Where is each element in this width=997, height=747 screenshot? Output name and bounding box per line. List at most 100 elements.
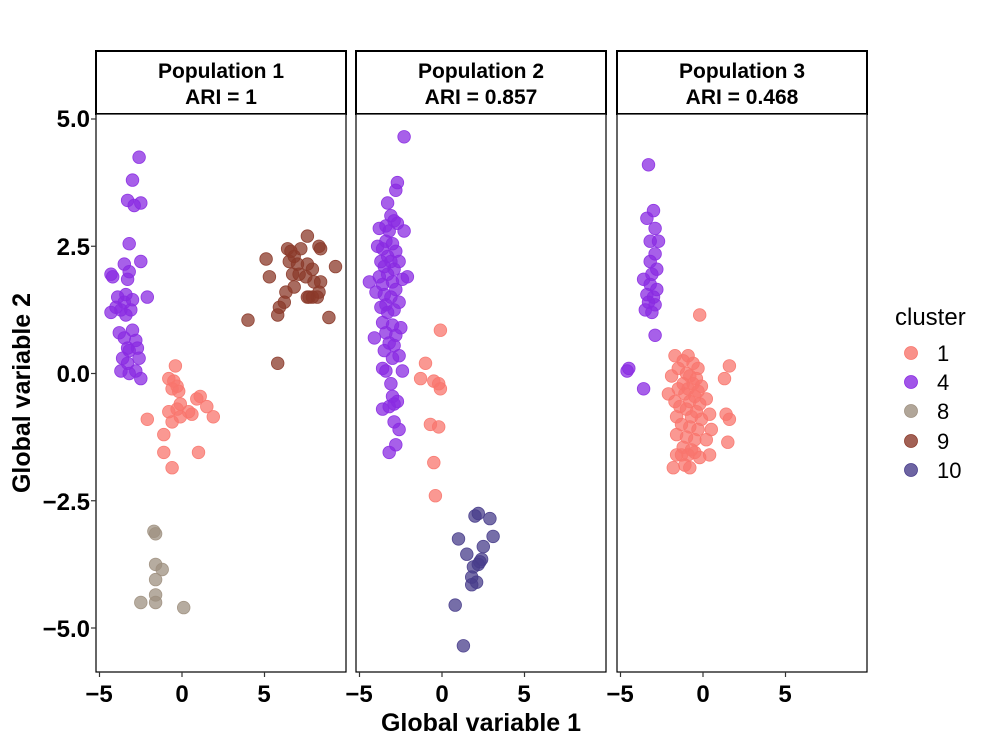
data-point-cluster-4 xyxy=(646,203,661,218)
data-point-cluster-1 xyxy=(171,384,186,399)
legend-label: 1 xyxy=(937,341,949,366)
legend-key-8 xyxy=(904,404,918,418)
data-point-cluster-1 xyxy=(683,461,697,475)
data-point-cluster-4 xyxy=(382,399,396,414)
data-point-cluster-4 xyxy=(382,445,396,460)
data-point-cluster-4 xyxy=(377,343,392,358)
data-point-cluster-1 xyxy=(722,359,737,373)
data-point-cluster-1 xyxy=(433,323,448,337)
legend-label: 10 xyxy=(937,458,961,483)
data-point-cluster-4 xyxy=(648,328,662,343)
data-point-cluster-4 xyxy=(369,285,383,299)
data-point-cluster-4 xyxy=(134,371,148,386)
data-point-cluster-1 xyxy=(666,461,681,475)
legend: cluster 1 4 8 9 10 xyxy=(895,304,966,483)
data-point-cluster-8 xyxy=(148,572,163,587)
data-point-cluster-4 xyxy=(397,130,411,144)
data-point-cluster-1 xyxy=(664,369,679,383)
data-point-cluster-4 xyxy=(104,305,118,320)
y-axis-title: Global variable 2 xyxy=(8,293,36,493)
data-point-cluster-4 xyxy=(362,275,377,289)
data-point-cluster-9 xyxy=(300,229,315,243)
legend-label: 8 xyxy=(937,399,949,424)
facet-panel: Population 2 ARI = 0.857 xyxy=(355,50,607,677)
data-point-cluster-4 xyxy=(651,234,666,248)
facet-title: Population 2 xyxy=(418,60,544,83)
data-point-cluster-1 xyxy=(168,359,183,373)
data-point-cluster-10 xyxy=(473,555,487,569)
data-point-cluster-1 xyxy=(433,382,448,396)
data-point-cluster-1 xyxy=(190,392,204,406)
data-point-cluster-8 xyxy=(134,595,148,610)
legend-key-1 xyxy=(904,346,918,360)
data-point-cluster-10 xyxy=(456,639,471,653)
x-tick-label: 5 xyxy=(778,681,791,708)
facet-strip xyxy=(355,50,607,115)
data-point-cluster-4 xyxy=(648,221,662,236)
data-point-cluster-1 xyxy=(165,461,179,475)
y-tick-label: 0.0 xyxy=(57,361,90,388)
data-point-cluster-9 xyxy=(262,270,277,284)
data-point-cluster-1 xyxy=(702,448,717,462)
legend-label: 4 xyxy=(937,370,949,395)
panels: Population 1 ARI = 1 Population 2 ARI = 0.8… xyxy=(91,50,868,677)
x-axis-title: Global variable 1 xyxy=(381,709,581,737)
x-tick-label: −5 xyxy=(85,681,112,708)
data-point-cluster-1 xyxy=(432,420,446,434)
data-point-cluster-10 xyxy=(468,509,482,523)
legend-key-9 xyxy=(904,434,918,448)
data-point-cluster-10 xyxy=(483,511,497,526)
data-point-cluster-4 xyxy=(620,364,634,378)
x-tick-label: 0 xyxy=(435,681,448,708)
x-tick-label: 0 xyxy=(175,681,188,708)
data-point-cluster-10 xyxy=(451,532,466,546)
y-tick-label: 2.5 xyxy=(57,234,90,261)
legend-key-10 xyxy=(904,463,918,477)
legend-key-4 xyxy=(904,375,918,389)
data-point-cluster-1 xyxy=(427,455,441,470)
data-point-cluster-9 xyxy=(313,242,328,256)
data-point-cluster-10 xyxy=(465,570,479,584)
data-point-cluster-1 xyxy=(140,412,155,427)
data-point-cluster-1 xyxy=(206,410,221,424)
legend-label: 9 xyxy=(937,429,949,454)
x-tick-label: 5 xyxy=(517,681,530,708)
data-point-cluster-10 xyxy=(448,598,462,612)
data-point-cluster-10 xyxy=(460,547,474,561)
data-point-cluster-1 xyxy=(722,412,737,427)
data-point-cluster-4 xyxy=(120,272,135,287)
data-point-cluster-4 xyxy=(119,308,133,322)
data-point-cluster-4 xyxy=(367,331,382,345)
data-point-cluster-10 xyxy=(476,539,491,554)
data-point-cluster-1 xyxy=(717,371,732,386)
data-point-cluster-8 xyxy=(148,527,163,541)
facet-ari-label: ARI = 0.857 xyxy=(425,86,538,109)
data-point-cluster-4 xyxy=(641,158,656,172)
facet-panel: Population 1 ARI = 1 xyxy=(95,50,347,677)
facet-title: Population 3 xyxy=(679,60,805,83)
data-point-cluster-1 xyxy=(200,399,214,414)
data-point-cluster-4 xyxy=(389,183,403,198)
data-point-cluster-8 xyxy=(148,595,163,610)
data-point-cluster-1 xyxy=(428,489,443,503)
data-point-cluster-4 xyxy=(636,382,651,396)
data-point-cluster-4 xyxy=(125,173,140,187)
x-tick-label: −5 xyxy=(345,681,372,708)
facet-panel: Population 3 ARI = 0.468 xyxy=(616,50,868,677)
data-point-cluster-8 xyxy=(155,562,169,577)
data-point-cluster-1 xyxy=(157,445,171,460)
facet-strip xyxy=(95,50,347,115)
x-tick-label: 5 xyxy=(257,681,270,708)
x-tick-label: 0 xyxy=(696,681,709,708)
facet-title: Population 1 xyxy=(158,60,284,83)
data-point-cluster-4 xyxy=(379,364,393,378)
y-axis-tick-labels: 5.0 2.5 0.0 −2.5 −5.0 xyxy=(43,106,90,643)
data-point-cluster-4 xyxy=(105,270,120,284)
legend-keys xyxy=(904,346,918,477)
data-point-cluster-4 xyxy=(395,364,410,378)
data-point-cluster-4 xyxy=(385,351,400,365)
data-point-cluster-1 xyxy=(185,407,199,421)
data-point-cluster-1 xyxy=(191,445,206,460)
data-point-cluster-1 xyxy=(418,356,433,371)
